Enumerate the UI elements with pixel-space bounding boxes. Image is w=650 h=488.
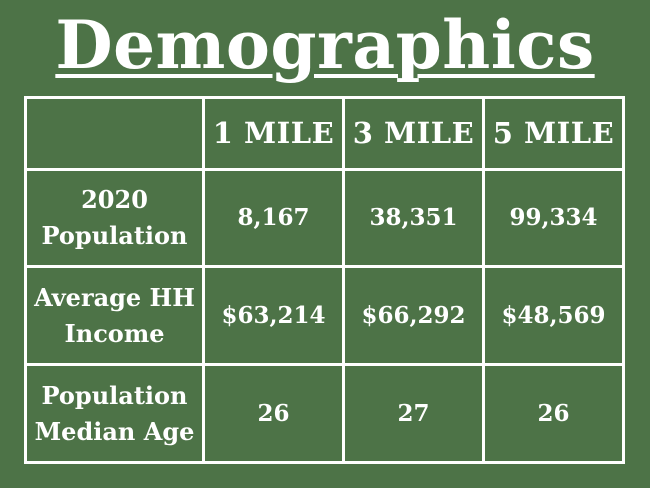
row-label-population: 2020 Population xyxy=(24,167,205,269)
page-title: Demographics xyxy=(55,6,595,84)
value-cell: 26 xyxy=(202,363,345,464)
value-cell: $48,569 xyxy=(482,265,625,367)
header-cell-empty xyxy=(24,96,205,171)
value-cell: $63,214 xyxy=(202,265,345,367)
demographics-table: 1 MILE 3 MILE 5 MILE 2020 Population 8,1… xyxy=(24,96,625,464)
row-label-line: Income xyxy=(64,318,165,348)
value-cell: 27 xyxy=(342,363,485,464)
row-label-line: Median Age xyxy=(34,416,195,446)
row-label-median-age: Population Median Age xyxy=(24,363,205,464)
row-label-line: Population xyxy=(41,380,188,410)
value-cell: 26 xyxy=(482,363,625,464)
value-cell: $66,292 xyxy=(342,265,485,367)
row-label-line: 2020 xyxy=(81,184,148,214)
value-cell: 99,334 xyxy=(482,167,625,269)
row-label-line: Average HH xyxy=(34,282,195,312)
value-cell: 38,351 xyxy=(342,167,485,269)
table-header-row: 1 MILE 3 MILE 5 MILE xyxy=(24,96,625,171)
header-cell-1-mile: 1 MILE xyxy=(202,96,345,171)
table-row-income: Average HH Income $63,214 $66,292 $48,56… xyxy=(24,265,625,367)
row-label-line: Population xyxy=(41,220,188,250)
value-cell: 8,167 xyxy=(202,167,345,269)
header-cell-3-mile: 3 MILE xyxy=(342,96,485,171)
table-row-median-age: Population Median Age 26 27 26 xyxy=(24,363,625,464)
table-row-population: 2020 Population 8,167 38,351 99,334 xyxy=(24,167,625,269)
row-label-income: Average HH Income xyxy=(24,265,205,367)
header-cell-5-mile: 5 MILE xyxy=(482,96,625,171)
